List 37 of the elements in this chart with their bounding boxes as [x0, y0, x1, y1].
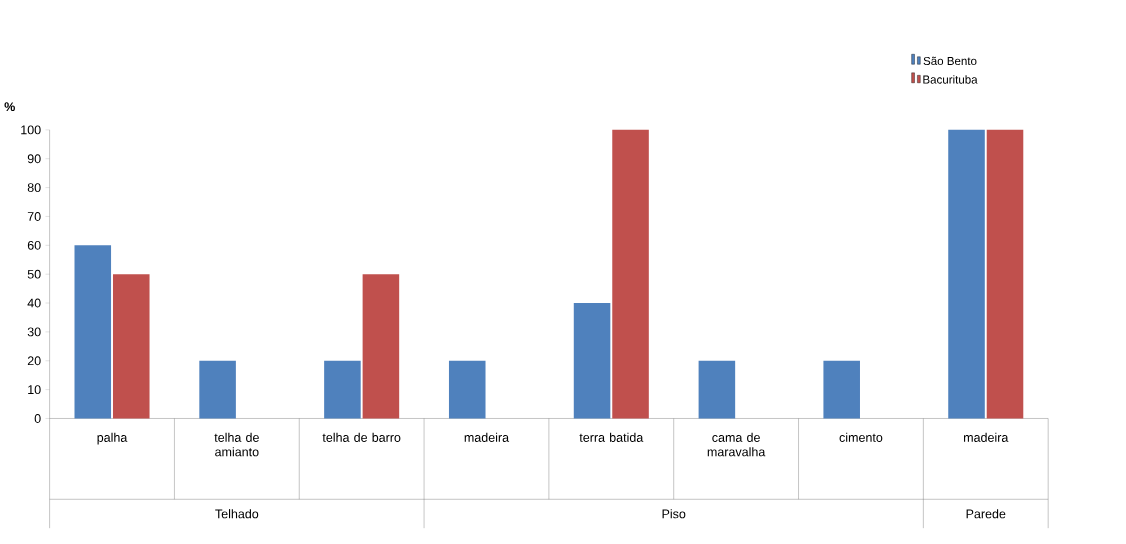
x-tick-label: madeira	[464, 432, 510, 443]
y-tick-label: 60	[27, 241, 41, 250]
y-tick-label: 50	[27, 269, 41, 279]
y-tick-label: 80	[27, 183, 41, 193]
bar	[324, 360, 361, 419]
x-tick-label: madeira	[964, 432, 1009, 443]
legend-label: São Bento	[923, 56, 977, 66]
bar	[823, 360, 860, 419]
y-tick-label: 40	[27, 298, 41, 308]
bar	[573, 303, 611, 419]
bar	[612, 130, 649, 419]
x-tick-label: telha de barro	[322, 432, 401, 443]
text: Telhado	[215, 509, 259, 519]
bar	[112, 274, 150, 419]
bar	[948, 130, 985, 419]
y-tick-label: 20	[27, 356, 41, 366]
y-tick-label: 100	[21, 125, 41, 135]
text: Piso	[662, 509, 686, 519]
bar	[698, 360, 736, 419]
bar	[74, 245, 112, 419]
y-tick-label: 10	[28, 385, 41, 395]
y-axis-title: %	[4, 102, 15, 112]
bar	[986, 130, 1024, 419]
text: Parede	[966, 509, 1006, 519]
bar	[199, 360, 236, 419]
bar	[448, 360, 486, 419]
y-tick-label: 70	[27, 212, 41, 222]
y-tick-label: 30	[27, 327, 41, 337]
x-tick-label: palha	[97, 432, 128, 445]
bar	[362, 274, 400, 419]
x-tick-label: terra batida	[579, 432, 644, 443]
legend-label: Bacurituba	[923, 75, 978, 84]
x-tick-label: cama de maravalha	[707, 432, 766, 457]
x-tick-label: telha de amianto	[214, 432, 259, 457]
y-tick-label: 0	[34, 414, 41, 424]
y-tick-label: 90	[27, 154, 41, 164]
x-tick-label: cimento	[839, 432, 883, 443]
